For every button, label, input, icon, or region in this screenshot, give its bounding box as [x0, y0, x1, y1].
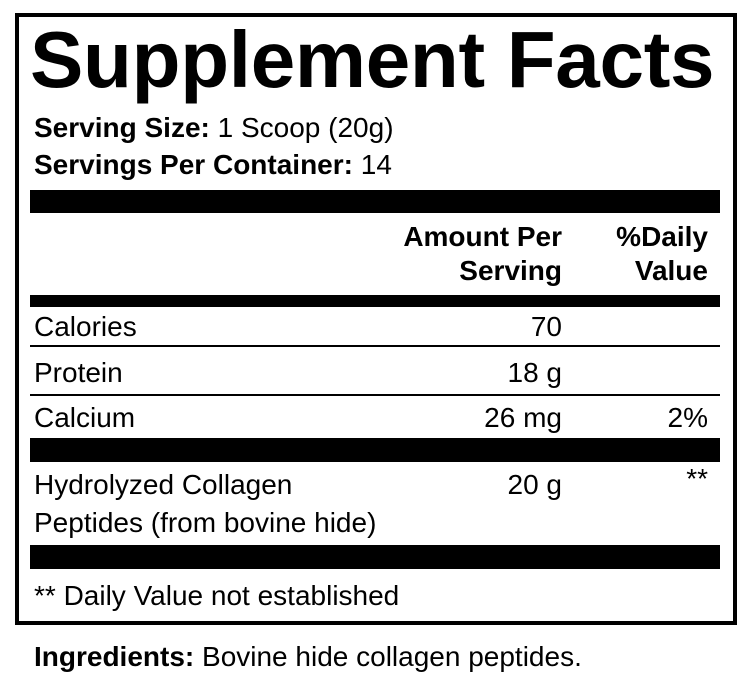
row-name-collagen: Hydrolyzed Collagen — [34, 469, 293, 500]
row-dv-calcium: 2% — [667, 402, 708, 433]
row-amount-calcium: 26 mg — [484, 402, 562, 433]
servings-per-container-label: Servings Per Container: — [34, 149, 353, 180]
supplement-facts-panel — [15, 13, 737, 625]
servings-per-container-value: 14 — [360, 149, 392, 180]
ingredients-label: Ingredients: — [34, 641, 195, 672]
row-dv-collagen: ** — [686, 463, 708, 494]
amount-header-line2: Serving — [459, 255, 562, 286]
row-name-calories: Calories — [34, 311, 137, 342]
ingredients: Ingredients: Bovine hide collagen peptid… — [34, 641, 582, 673]
ingredients-value: Bovine hide collagen peptides. — [202, 641, 582, 672]
dv-header-line1: %Daily — [616, 221, 708, 252]
amount-header-line1: Amount Per — [403, 221, 562, 252]
divider-thick — [30, 545, 720, 569]
servings-per-container: Servings Per Container: 14 — [34, 149, 392, 181]
row-name-collagen-line2: Peptides (from bovine hide) — [34, 507, 377, 538]
divider-thin — [30, 394, 720, 396]
divider-thick — [30, 190, 720, 213]
footnote: ** Daily Value not established — [34, 580, 400, 611]
divider-medium — [30, 295, 720, 307]
dv-header-line2: Value — [634, 255, 708, 286]
panel-title: Supplement Facts — [30, 15, 715, 104]
row-amount-calories: 70 — [530, 311, 562, 342]
serving-size-label: Serving Size: — [34, 112, 210, 143]
divider-thick — [30, 438, 720, 462]
serving-size-value: 1 Scoop (20g) — [217, 112, 394, 143]
row-name-calcium: Calcium — [34, 402, 136, 433]
row-amount-protein: 18 g — [507, 357, 563, 388]
divider-thin — [30, 345, 720, 347]
row-name-protein: Protein — [34, 357, 123, 388]
row-amount-collagen: 20 g — [507, 469, 563, 500]
serving-size: Serving Size: 1 Scoop (20g) — [34, 112, 394, 144]
